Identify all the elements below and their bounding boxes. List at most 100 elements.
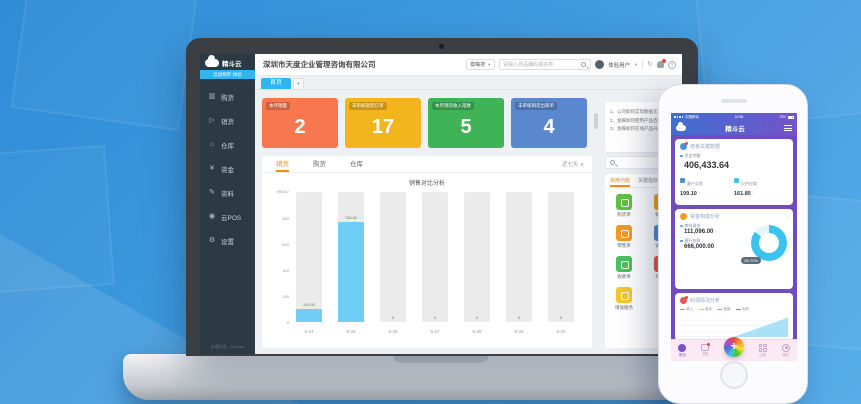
stat-card-unaudited-orders[interactable]: 未审核销货订单 17 (345, 98, 421, 148)
sidebar-item-settings[interactable]: ⚙ 设置 (208, 237, 234, 246)
warehouse-icon: ⌂ (209, 141, 215, 148)
phone-tab-me[interactable]: 我的 (781, 343, 790, 358)
funds-balance-value[interactable]: 406,433.64 › (684, 160, 734, 170)
app-header: 深圳市天度企业管理咨询有限公司 模糊搜 ▼ 请输入商品编码或名称 体验用户 ▼ ↻… (255, 54, 682, 76)
user-menu[interactable]: 体验用户 (608, 62, 631, 69)
chevron-right-icon[interactable]: › (786, 213, 788, 220)
phone-tab-apps[interactable]: 应用 (758, 343, 767, 358)
chart-tab-warehouse[interactable]: 仓库 (350, 161, 363, 168)
notification-bell-icon[interactable] (657, 59, 666, 68)
profile-icon (781, 343, 790, 352)
laptop-notch (393, 354, 489, 363)
sidebar-menu: ▥ 购货 ▷ 销货 ⌂ 仓库 ¥ 资金 ✎ 资料 ◉ 云POS ⚙ 设置 (200, 85, 255, 253)
bar-5-30: 0 5-30 (548, 192, 574, 334)
gear-icon: ⚙ (208, 237, 216, 244)
apps-grid-icon (758, 343, 767, 352)
announcement-item[interactable]: 1、公司如何实现数据迁移 (610, 109, 663, 114)
stat-value: 2 (294, 116, 306, 138)
chart-tab-sales[interactable]: 销货 (276, 156, 289, 172)
supplier-debt-metric[interactable]: 欠供应商 161.85 › (734, 172, 788, 197)
help-icon[interactable]: ? (668, 60, 676, 69)
funds-icon (680, 213, 687, 220)
chevron-down-icon: ▼ (634, 62, 639, 67)
card-title: 利润情况分析 (690, 298, 721, 304)
menu-icon[interactable] (784, 124, 792, 133)
funds-balance-label: 资金余额 (680, 153, 788, 159)
announcement-item[interactable]: 3、金蝶如何在线产品升级 (610, 126, 663, 132)
pos-icon: ◉ (208, 213, 216, 220)
y-tick: 0 (286, 320, 289, 325)
bg-crate (10, 0, 200, 132)
add-button[interactable]: + (723, 336, 744, 357)
phone-home-button (720, 361, 748, 389)
truck-icon: ▷ (209, 117, 215, 124)
profit-analysis-card: 利润情况分析 收入 成本 费用 毛利 (675, 293, 793, 341)
date-range-select[interactable]: 近七天 ∨ (561, 162, 584, 168)
customer-debt-metric[interactable]: 客户欠款 199.10 › (680, 172, 734, 197)
quick-tab-kpi[interactable]: 关键指标 (638, 178, 659, 184)
quick-action-purchase-order[interactable]: 购货单 (605, 194, 643, 218)
phone-app-title: 精斗云 (725, 126, 745, 133)
chart-tabs: 销货 购货 仓库 近七天 ∨ (262, 156, 592, 173)
announcement-item[interactable]: 2、金蝶如何使用产品百科 (610, 117, 663, 123)
sidebar-item-funds[interactable]: ¥ 资金 (200, 157, 255, 181)
chart-tab-purchase[interactable]: 购货 (313, 161, 326, 168)
funds-composition-card: 资金构成分析 › 库存现金 111,096.00 › 银行存款 666,000.… (675, 209, 793, 289)
chevron-down-icon: ▼ (487, 62, 492, 67)
stat-label: 本月销货收入笔数 (432, 102, 474, 110)
search-placeholder: 请输入商品编码或名称 (503, 62, 554, 68)
quick-action-retail-order[interactable]: 零售单 (605, 225, 643, 249)
tab-home[interactable]: 首页 (261, 78, 291, 89)
headset-icon[interactable] (595, 60, 605, 69)
sidebar: 精斗云 云进销存·体验 ▥ 购货 ▷ 销货 ⌂ 仓库 ¥ 资金 ✎ 资料 ◉ 云POS ⚙ 设… (200, 54, 255, 354)
bank-row[interactable]: 银行存款 666,000.00 › (680, 238, 788, 250)
boss-data-card: 老板关键数据 资金余额 406,433.64 › 客户欠款 199.10 › 欠… (675, 139, 793, 205)
quick-tab-common[interactable]: 常用功能 (610, 174, 631, 187)
donut-percent-badge: 85.70% (741, 257, 761, 264)
tab-strip: 首页 ▼ (255, 76, 682, 90)
sidebar-item-data[interactable]: ✎ 资料 (209, 189, 234, 198)
brand-name: 精斗云 (222, 61, 242, 68)
laptop-camera (439, 44, 444, 49)
stat-value: 5 (460, 116, 472, 138)
sidebar-item-cloudpos[interactable]: ◉ 云POS (208, 213, 242, 222)
bar-5-24: 100.00 5-24 (296, 192, 322, 334)
bar-5-29: 0 5-29 (506, 192, 532, 334)
y-tick: 800 (282, 215, 289, 221)
stat-card-monthly-sales[interactable]: 本月销量 2 (262, 98, 338, 148)
dashboard-content: 本月销量 2 未审核销货订单 17 本月销货收入笔数 5 未审核销货出库单 4 … (255, 90, 682, 354)
tab-dropdown-button[interactable]: ▼ (293, 78, 304, 89)
message-icon (701, 343, 711, 351)
card-title: 老板关键数据 (690, 144, 721, 150)
search-scope-select[interactable]: 模糊搜 ▼ (466, 59, 496, 70)
phone-topbar: 中国移动 16:56 76% 精斗云 (671, 113, 797, 135)
sidebar-item-warehouse[interactable]: ⌂ 仓库 (209, 141, 234, 150)
phone-speaker (721, 99, 747, 103)
search-input[interactable]: 请输入商品编码或名称 (499, 59, 592, 70)
stat-card-outbound-orders[interactable]: 未审核销货出库单 4 (511, 98, 587, 148)
refresh-icon[interactable]: ↻ (647, 61, 653, 68)
card-title: 资金构成分析 (690, 214, 721, 220)
quick-action-receipt[interactable]: 收款单 (605, 256, 643, 280)
battery-icon (788, 115, 794, 119)
search-icon (610, 160, 615, 165)
clock-label: 16:56 (734, 115, 744, 119)
phone-tab-messages[interactable]: 消息 (701, 343, 711, 357)
sidebar-item-sales[interactable]: ▷ 销货 (209, 117, 234, 126)
funds-donut-chart (751, 225, 787, 261)
phone-tab-home[interactable]: 首页 (678, 343, 687, 358)
carrier-label: 中国移动 (685, 114, 699, 119)
cards-scrollbar[interactable] (594, 113, 598, 129)
y-max-label: 998.67 (276, 189, 289, 194)
brand-tagline: 云进销存·体验 (200, 70, 255, 79)
stat-card-income-count[interactable]: 本月销货收入笔数 5 (428, 98, 504, 148)
bar-5-25: 766.80 5-25 (338, 192, 364, 334)
stat-label: 未审核销货订单 (349, 102, 387, 110)
company-name: 深圳市天度企业管理咨询有限公司 (263, 60, 376, 69)
sidebar-item-purchase[interactable]: ▥ 购货 (208, 93, 234, 102)
star-icon (616, 287, 632, 303)
cash-row[interactable]: 库存现金 111,096.00 › (680, 223, 788, 235)
search-icon[interactable] (581, 62, 587, 67)
quick-action-value-added[interactable]: 增值服务 (605, 287, 643, 311)
retail-order-icon (616, 225, 632, 241)
